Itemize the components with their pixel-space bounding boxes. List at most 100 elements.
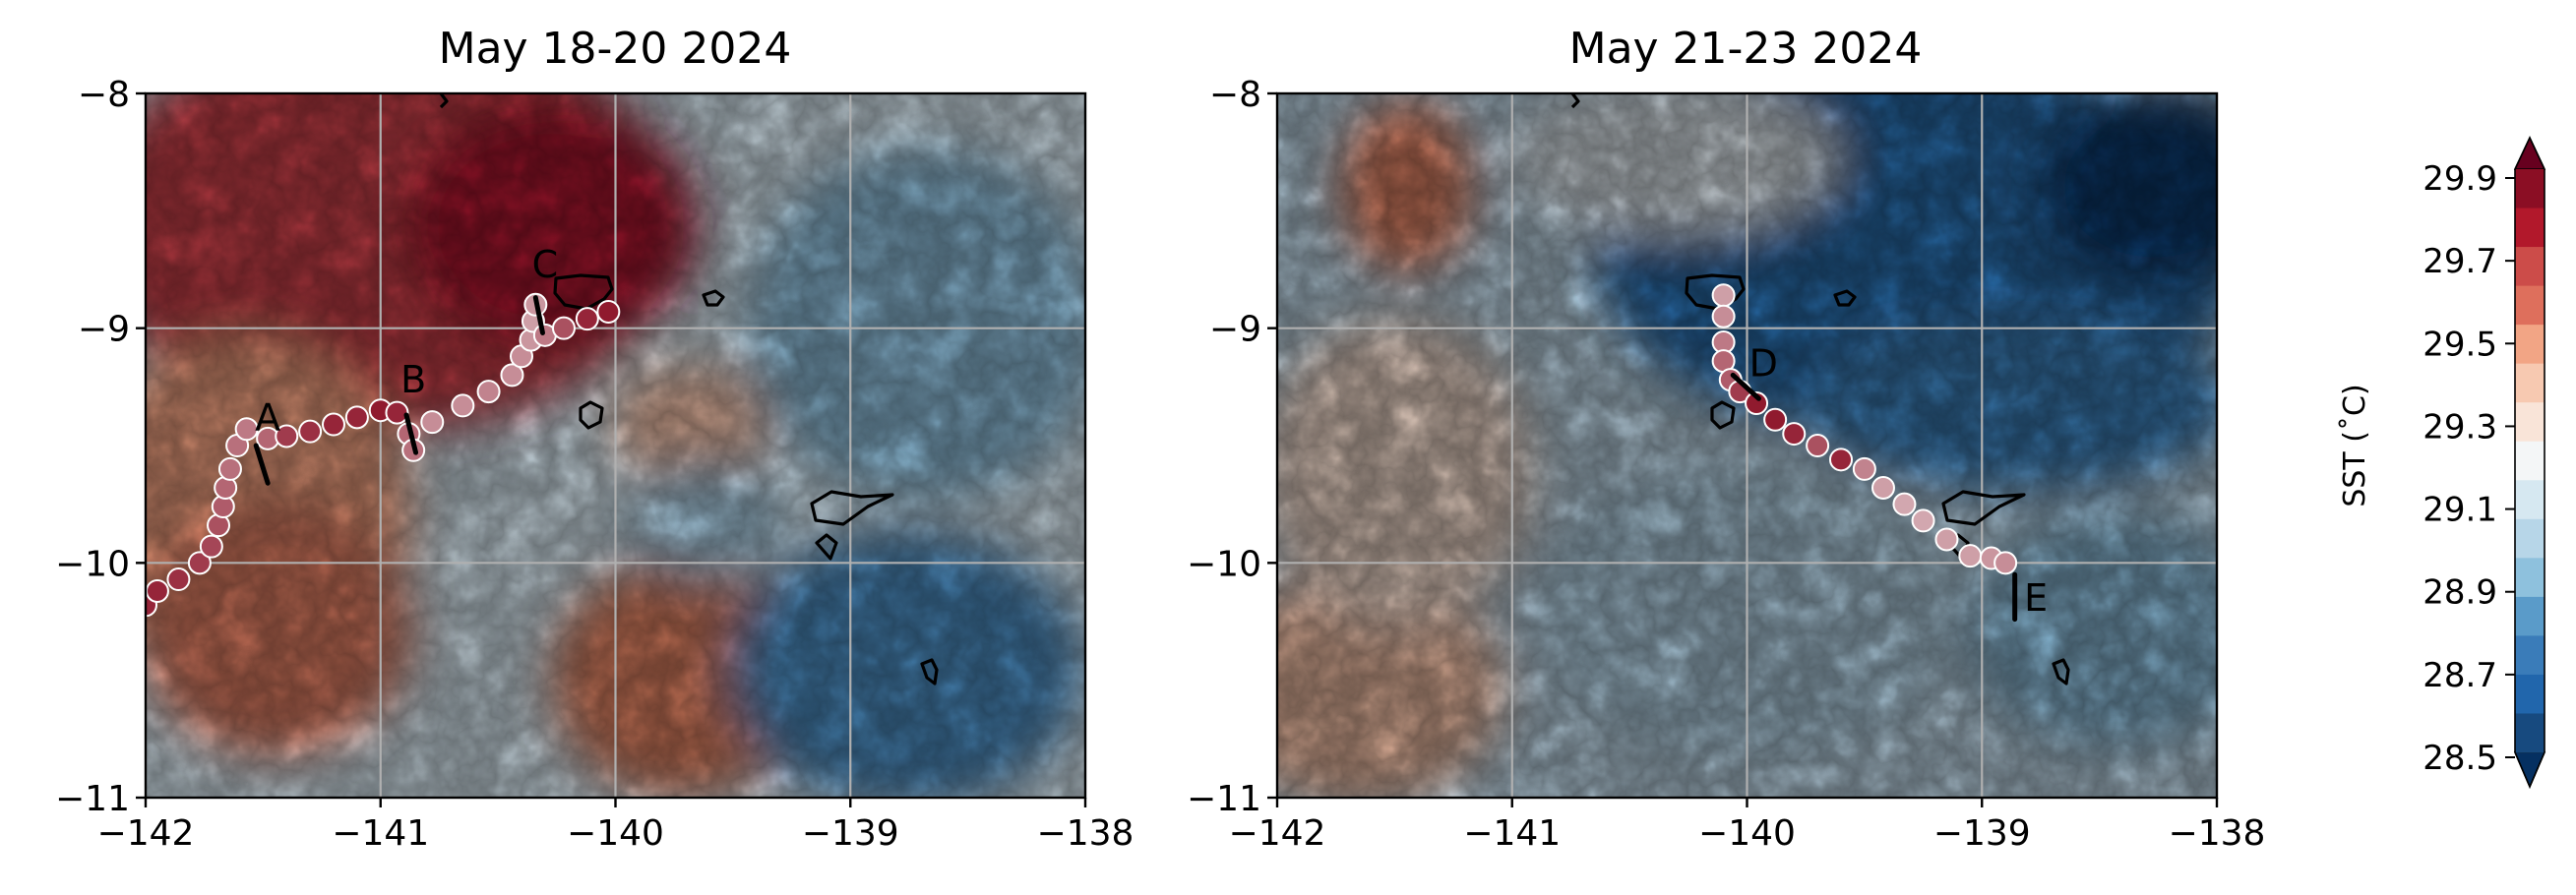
drifter-point [596,299,621,324]
drifter-point [451,393,475,418]
drifter-point [1934,527,1959,552]
panel-2-title: May 21-23 2024 [1569,24,1923,74]
panel-2-gridlines [1277,93,2217,798]
segment-label-B: B [400,358,426,401]
panel-2-xticks: −142 −141 −140 −139 −138 [1229,798,2266,854]
segment-B [403,412,419,455]
colorbar: 29.9 29.7 29.5 29.3 29.1 28.9 28.7 28.5 SST (˚C… [2338,136,2546,790]
drifter-point [1829,448,1853,472]
panel-2-drifter-track [1711,283,2018,575]
segment-C [532,295,545,335]
colorbar-band [2515,674,2545,714]
island-tahuata [810,490,894,561]
panel-1-gridlines [146,93,1085,798]
drifter-point [322,412,345,437]
segment-A [253,443,271,486]
panel-1-islands [439,93,939,686]
x-tick-label: −138 [2169,813,2266,854]
y-tick-label: −8 [1209,75,1261,115]
panel-1-title: May 18-20 2024 [439,24,792,74]
y-tick-label: −9 [78,310,130,350]
x-tick-label: −139 [1933,813,2031,854]
colorbar-band [2515,596,2545,636]
y-tick-label: −11 [1187,779,1261,819]
island-small [702,289,725,307]
colorbar-tick-label: 29.1 [2423,491,2497,530]
island-small [1833,289,1857,307]
island-motane [579,400,604,430]
colorbar-extend-min [2513,751,2546,789]
segment-label-C: C [532,243,559,286]
colorbar-extend-max [2513,136,2546,170]
x-tick-label: −140 [1698,813,1796,854]
colorbar-outline [2514,136,2545,790]
island-fatu-hiva [1685,273,1746,311]
panel-1-sst-field [146,93,1085,798]
drifter-point [275,424,299,448]
island-top [1570,93,1580,109]
x-tick-label: −140 [567,813,664,854]
segment-label-A: A [255,395,280,439]
drifter-point [298,419,323,444]
colorbar-tick-label: 28.7 [2423,656,2497,695]
island-fatu-hiva [553,273,614,311]
drifter-point [1782,422,1807,447]
colorbar-band [2515,558,2545,598]
colorbar-band [2515,480,2545,520]
drifter-point [1892,492,1917,516]
drifter-point [1871,475,1895,500]
island-motane [1710,400,1736,430]
segment-label-E: E [2024,576,2048,620]
drifter-point [551,316,576,340]
drifter-point [1711,304,1736,328]
y-tick-label: −9 [1209,310,1261,350]
panel-2-yticks: −8 −9 −10 −11 [1187,75,1277,819]
panel-1-segments: A B C [253,243,559,486]
drifter-point [1993,551,2018,575]
panel-2-segments: DE [1730,341,2048,623]
colorbar-label: SST (˚C) [2338,384,2372,507]
x-tick-label: −141 [1463,813,1561,854]
colorbar-band [2515,518,2545,559]
drifter-point [1745,391,1769,416]
y-tick-label: −10 [55,544,130,584]
colorbar-band [2515,169,2545,209]
drifter-point [500,363,524,388]
x-tick-label: −142 [97,813,195,854]
drifter-point [575,307,599,331]
colorbar-ticks: 29.9 29.7 29.5 29.3 29.1 28.9 28.7 28.5 [2423,159,2515,778]
colorbar-bands [2513,136,2546,790]
panel-1: May 18-20 2024 [55,24,1135,854]
drifter-point [187,551,212,575]
colorbar-band [2515,325,2545,365]
colorbar-band [2515,441,2545,481]
drifter-point [476,380,501,404]
segment-label-D: D [1749,341,1778,385]
colorbar-tick-label: 29.7 [2423,242,2497,281]
x-tick-label: −142 [1229,813,1326,854]
island-top [439,93,449,109]
drifter-point [1711,283,1736,308]
colorbar-band [2515,208,2545,248]
island-south [920,658,939,686]
colorbar-tick-label: 29.3 [2423,407,2497,447]
drifter-point [420,410,445,435]
y-tick-label: −10 [1187,544,1261,584]
drifter-point [1911,508,1935,533]
x-tick-label: −141 [332,813,429,854]
drifter-point [199,534,223,559]
segment-D [1730,372,1761,401]
colorbar-tick-label: 28.9 [2423,573,2497,613]
drifter-point [234,417,259,442]
colorbar-tick-label: 28.5 [2423,739,2497,778]
x-tick-label: −138 [1037,813,1135,854]
y-tick-label: −8 [78,75,130,115]
panel-1-xticks: −142 −141 −140 −139 −138 [97,798,1135,854]
colorbar-band [2515,285,2545,326]
colorbar-tick-label: 29.9 [2423,159,2497,199]
x-tick-label: −139 [802,813,899,854]
colorbar-band [2515,247,2545,287]
drifter-point [146,578,169,603]
colorbar-band [2515,713,2545,753]
